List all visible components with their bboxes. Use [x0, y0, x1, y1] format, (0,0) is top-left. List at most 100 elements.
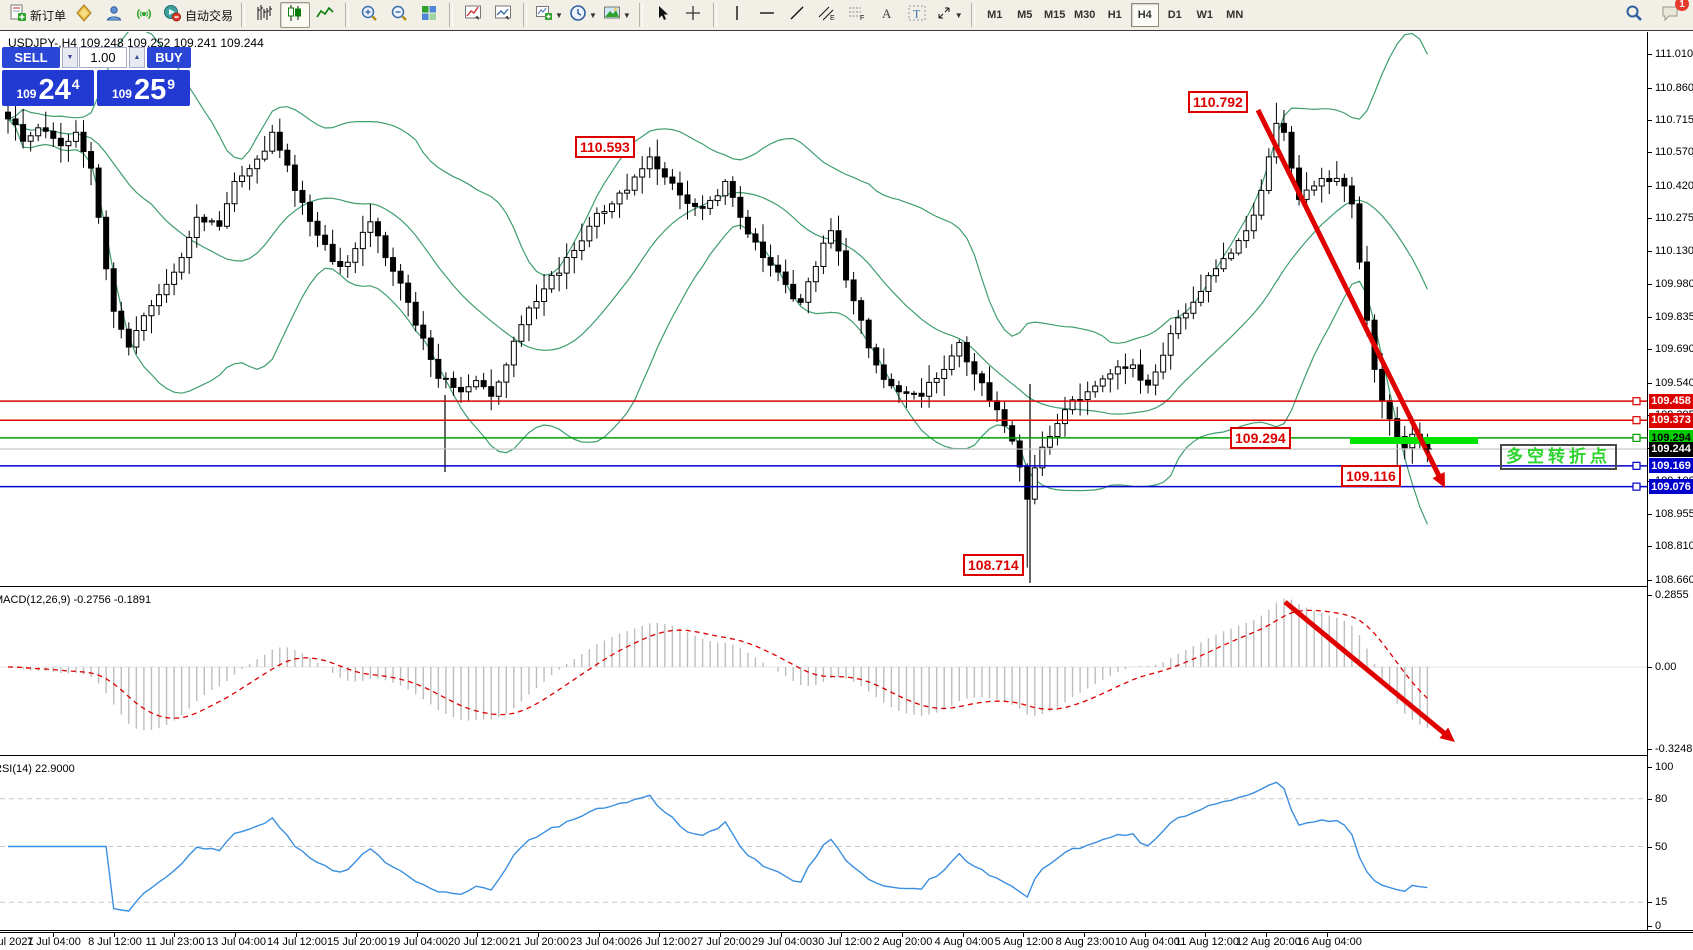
macd-panel[interactable]: MACD(12,26,9) -0.2756 -0.1891	[0, 590, 1647, 755]
trendline-tool[interactable]	[782, 2, 812, 28]
channel-tool[interactable]: E	[812, 2, 842, 28]
vertical-line-objects[interactable]	[444, 384, 1031, 583]
toolbar-separator	[449, 3, 454, 27]
timeframe-clock-button[interactable]: ▼	[566, 2, 600, 28]
crosshair-tool-button[interactable]	[678, 2, 708, 28]
horizontal-line-icon	[759, 6, 775, 25]
text-icon: A	[880, 5, 894, 26]
time-label: 4 Aug 04:00	[934, 936, 994, 948]
timeframe-button-m5[interactable]: M5	[1017, 9, 1033, 21]
profiles-button[interactable]	[99, 2, 129, 28]
data-window-button[interactable]	[458, 2, 488, 28]
autotrading-label: 自动交易	[185, 8, 234, 23]
zoom-in-button[interactable]	[354, 2, 384, 28]
timeframe-button-d1[interactable]: D1	[1167, 9, 1182, 21]
macd-label: MACD(12,26,9) -0.2756 -0.1891	[0, 594, 152, 606]
profile-icon	[105, 4, 123, 27]
search-icon	[1624, 3, 1644, 28]
panel-divider	[0, 930, 1693, 931]
price-tag-109.244: 109.244	[1649, 441, 1693, 457]
time-label: 12 Aug 20:00	[1236, 936, 1301, 948]
cursor-tool-button[interactable]	[648, 2, 678, 28]
price-annotation-110.792[interactable]: 110.792	[1188, 91, 1248, 113]
fibonacci-tool[interactable]: F	[842, 2, 872, 28]
time-label: 30 Jul 12:00	[812, 936, 872, 948]
svg-text:F: F	[860, 15, 864, 21]
add-indicator-button[interactable]: ▼	[532, 2, 566, 28]
ask-pip-digit: 9	[167, 76, 176, 92]
volume-input[interactable]	[79, 47, 127, 68]
toolbar-separator	[638, 3, 643, 27]
text-label-icon: T	[908, 5, 926, 26]
rsi-canvas[interactable]	[0, 759, 1647, 930]
main-chart-canvas[interactable]	[0, 28, 1647, 586]
price-annotation-108.714[interactable]: 108.714	[963, 554, 1024, 576]
notification-badge: 1	[1675, 0, 1689, 11]
annotation-cn-note[interactable]: 多空转折点	[1500, 444, 1617, 470]
price-annotation-109.116[interactable]: 109.116	[1341, 465, 1401, 487]
bid-prefix: 109	[16, 87, 37, 101]
timeframe-button-h1[interactable]: H1	[1107, 9, 1122, 21]
line-chart-button[interactable]	[310, 2, 340, 28]
buy-button[interactable]: BUY	[147, 47, 191, 68]
time-label: 27 Jul 20:00	[691, 936, 751, 948]
price-annotation-110.593[interactable]: 110.593	[575, 136, 635, 158]
signals-button[interactable]	[129, 2, 159, 28]
quotes-button[interactable]	[69, 2, 99, 28]
new-order-button[interactable]: 新订单	[6, 2, 69, 28]
tile-windows-button[interactable]	[414, 2, 444, 28]
time-label: 7 Jul 04:00	[27, 936, 81, 948]
volume-increase-button[interactable]: ▲	[129, 47, 145, 68]
trend-arrow[interactable]	[1255, 108, 1445, 488]
search-button[interactable]	[1619, 2, 1649, 28]
svg-text:A: A	[882, 6, 892, 21]
time-label: 2 Aug 20:00	[873, 936, 933, 948]
autotrading-button[interactable]: 自动交易	[159, 2, 236, 28]
price-annotation-109.294[interactable]: 109.294	[1230, 427, 1291, 449]
label-tool[interactable]: T	[902, 2, 932, 28]
rsi-panel[interactable]: RSI(14) 22.9000	[0, 759, 1647, 930]
main-chart-panel[interactable]: USDJPY-,H4 109.248 109.252 109.241 109.2…	[0, 28, 1647, 586]
macd-canvas[interactable]	[0, 590, 1647, 755]
dropdown-caret: ▼	[954, 10, 963, 20]
add-indicator-icon	[535, 4, 553, 27]
toolbar: 新订单 自动交易	[0, 0, 1693, 31]
sell-button[interactable]: SELL	[2, 47, 60, 68]
symbol-ohlc-header: USDJPY-,H4 109.248 109.252 109.241 109.2…	[8, 36, 264, 50]
trend-arrow[interactable]	[1283, 600, 1455, 742]
crosshair-icon	[685, 5, 701, 26]
zoom-out-button[interactable]	[384, 2, 414, 28]
svg-text:T: T	[913, 6, 921, 20]
timeframe-button-w1[interactable]: W1	[1196, 9, 1213, 21]
notifications-button[interactable]: 1	[1655, 0, 1689, 28]
price-tag-109.169: 109.169	[1649, 458, 1693, 474]
green-highlight-bar[interactable]	[1350, 437, 1478, 444]
bid-price-box[interactable]: 109 24 4	[2, 70, 94, 106]
candlestick-chart-button[interactable]	[280, 2, 311, 28]
vertical-line-tool[interactable]	[722, 2, 752, 28]
volume-decrease-button[interactable]: ▼	[62, 47, 78, 68]
time-label: 26 Jul 12:00	[630, 936, 690, 948]
timeframe-button-m15[interactable]: M15	[1044, 9, 1066, 21]
template-button[interactable]: ▼	[600, 2, 634, 28]
price-axis[interactable]: 111.010 110.860 110.715 110.570 110.420 110.2…	[1647, 32, 1693, 932]
ask-big-digits: 25	[133, 74, 167, 106]
ask-price-box[interactable]: 109 25 9	[97, 70, 190, 106]
text-tool[interactable]: A	[872, 2, 902, 28]
timeframe-button-h4[interactable]: H4	[1130, 3, 1159, 27]
horizontal-line-tool[interactable]	[752, 2, 782, 28]
timeframe-button-m1[interactable]: M1	[987, 9, 1003, 21]
cursor-marker	[1424, 445, 1432, 453]
arrows-tool[interactable]: ▼	[932, 2, 966, 28]
time-label: 21 Jul 20:00	[509, 936, 569, 948]
ask-prefix: 109	[111, 87, 132, 101]
timeframe-button-mn[interactable]: MN	[1226, 9, 1244, 21]
bar-chart-button[interactable]	[250, 2, 280, 28]
time-label: 29 Jul 04:00	[752, 936, 812, 948]
dropdown-caret: ▼	[622, 10, 631, 20]
timeframe-button-m30[interactable]: M30	[1074, 9, 1096, 21]
cursor-icon	[655, 5, 671, 26]
indicator-window-button[interactable]	[488, 2, 518, 28]
time-label: 20 Jul 12:00	[448, 936, 508, 948]
